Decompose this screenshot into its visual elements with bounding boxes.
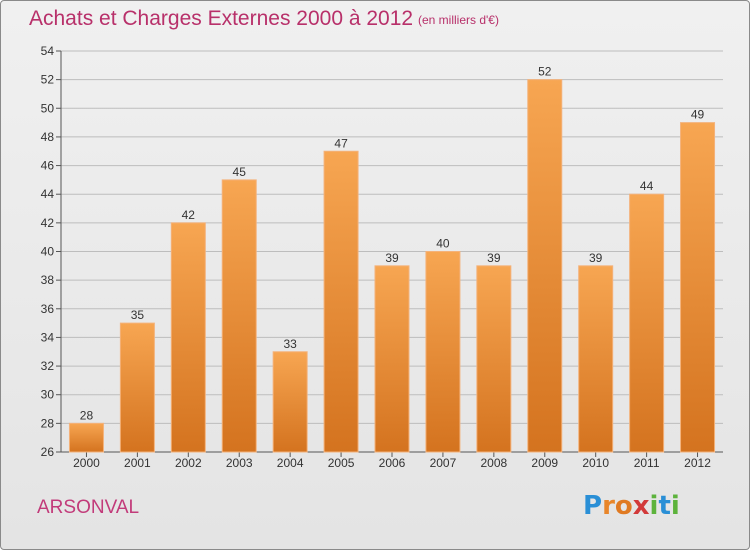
y-tick-label: 38	[41, 273, 55, 287]
bar-2008	[476, 265, 512, 453]
y-tick-label: 54	[41, 44, 55, 58]
value-label: 39	[385, 251, 399, 265]
x-tick-label: 2011	[634, 456, 660, 470]
bar-2010	[578, 265, 614, 453]
y-tick-label: 30	[41, 388, 55, 402]
x-tick-label: 2001	[124, 456, 151, 470]
y-tick-label: 34	[41, 330, 55, 344]
y-tick-label: 40	[41, 245, 55, 259]
bar-2006	[374, 265, 410, 453]
y-tick-label: 28	[41, 416, 55, 430]
x-tick-label: 2008	[480, 456, 507, 470]
chart-subtitle: (en milliers d'€)	[418, 13, 499, 27]
x-tick-label: 2006	[379, 456, 406, 470]
value-label: 39	[487, 251, 501, 265]
bar-2002	[170, 222, 206, 453]
town-name: ARSONVAL	[37, 497, 140, 518]
y-tick-label: 32	[41, 359, 55, 373]
value-label: 35	[131, 308, 145, 322]
x-tick-label: 2010	[582, 456, 609, 470]
y-tick-label: 36	[41, 302, 55, 316]
bars	[68, 79, 716, 453]
x-tick-label: 2012	[684, 456, 711, 470]
value-label: 44	[640, 179, 654, 193]
bar-2009	[527, 79, 563, 453]
value-label: 45	[233, 165, 247, 179]
y-tick-label: 46	[41, 159, 55, 173]
x-tick-label: 2007	[430, 456, 457, 470]
y-tick-label: 26	[41, 445, 55, 459]
value-label: 33	[283, 337, 297, 351]
x-tick-label: 2009	[531, 456, 558, 470]
bar-2001	[119, 322, 155, 453]
chart-title: Achats et Charges Externes 2000 à 2012	[29, 7, 414, 30]
bar-2012	[680, 122, 716, 453]
x-tick-label: 2000	[73, 456, 100, 470]
y-tick-label: 44	[41, 187, 55, 201]
bar-2000	[68, 422, 104, 453]
x-tick-label: 2005	[328, 456, 355, 470]
y-tick-label: 42	[41, 216, 55, 230]
x-tick-label: 2003	[226, 456, 253, 470]
value-label: 49	[691, 108, 705, 122]
x-tick-label: 2002	[175, 456, 202, 470]
bar-2003	[221, 179, 257, 453]
bar-2007	[425, 251, 461, 453]
y-tick-label: 50	[41, 101, 55, 115]
bar-2011	[629, 193, 665, 453]
value-label: 52	[538, 65, 552, 79]
value-label: 39	[589, 251, 603, 265]
data-labels: 28 35 42 45 33 47 39 40 39 52 39 44 49	[80, 65, 705, 423]
value-label: 40	[436, 237, 450, 251]
bar-2004	[272, 351, 308, 453]
proxiti-logo[interactable]: Proxiti	[583, 491, 680, 521]
y-tick-label: 52	[41, 73, 55, 87]
bar-2005	[323, 150, 359, 453]
value-label: 28	[80, 408, 94, 422]
y-tick-label: 48	[41, 130, 55, 144]
x-tick-label: 2004	[277, 456, 304, 470]
value-label: 42	[182, 208, 196, 222]
value-label: 47	[334, 136, 348, 150]
